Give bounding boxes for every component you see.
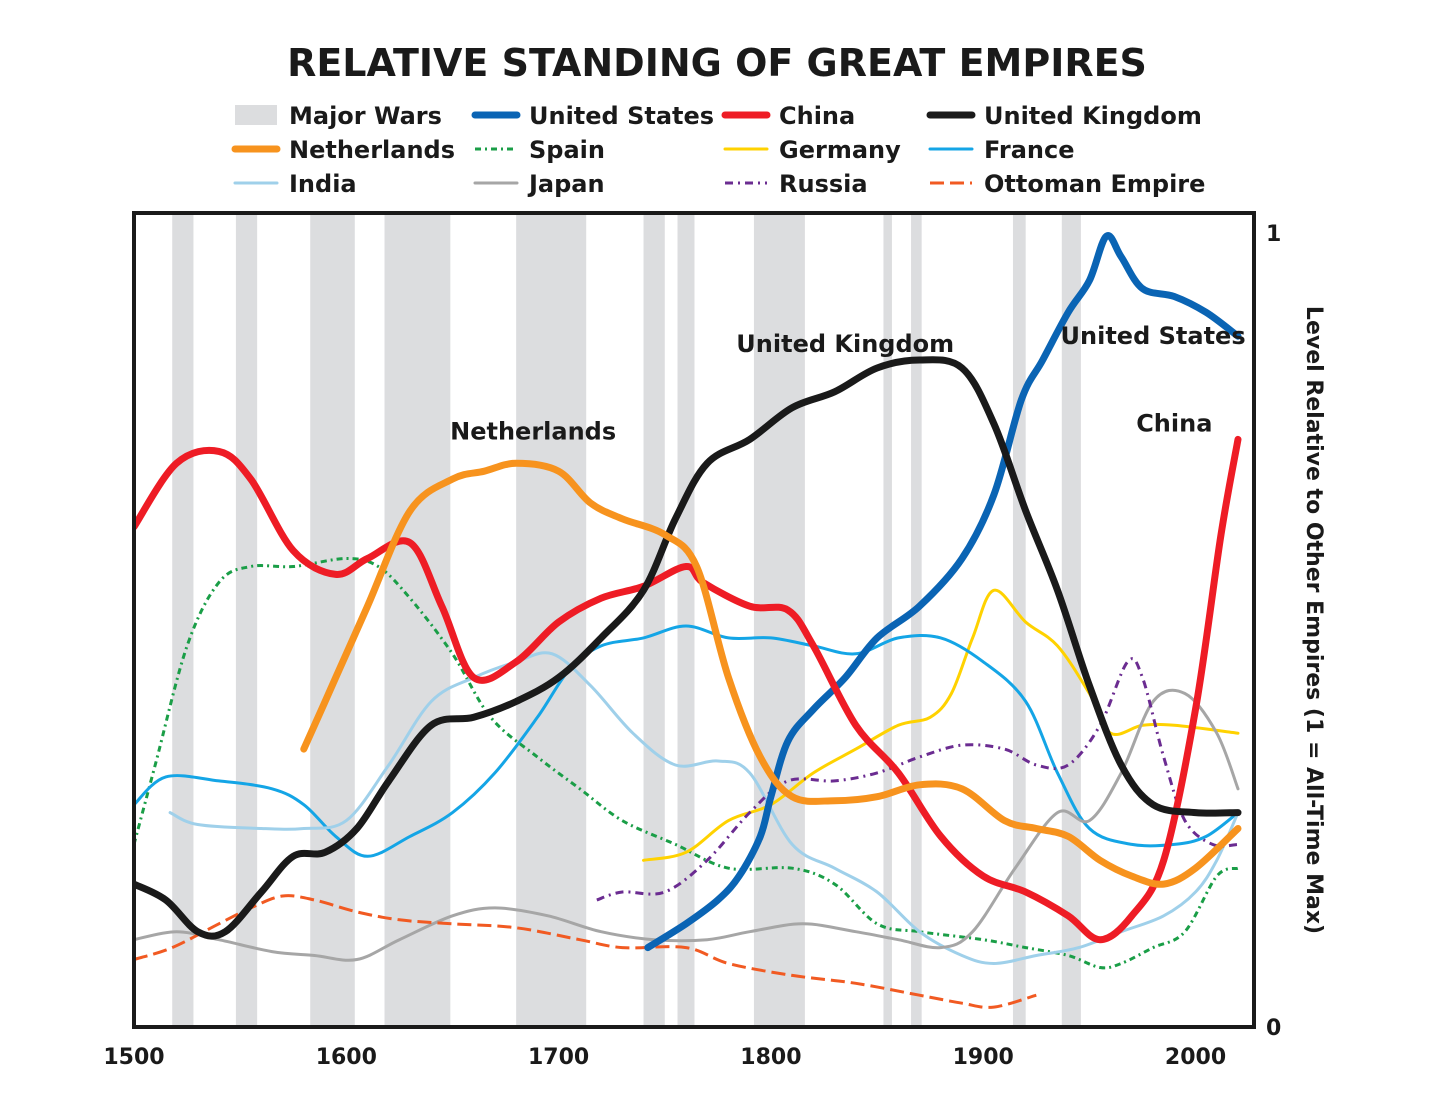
legend: Major Wars United States China United Kingd… — [231, 102, 1205, 198]
series-line-netherlands — [300, 459, 1242, 888]
x-tick-1600: 1600 — [316, 1045, 377, 1070]
war-band-1548-1558 — [235, 215, 258, 1025]
legend-item-russia: Russia — [725, 170, 868, 198]
legend-item-netherlands: Netherlands — [231, 136, 455, 164]
annotation-netherlands: Netherlands — [450, 417, 616, 445]
war-band-1680-1713 — [516, 215, 587, 1025]
legend-label-india: India — [289, 170, 357, 198]
series-line-germany — [642, 588, 1240, 862]
y-tick-1: 1 — [1266, 222, 1281, 247]
war-band-1853-1857 — [883, 215, 892, 1025]
x-axis: 1500 1600 1700 1800 1900 2000 — [103, 1045, 1226, 1070]
annotation-china: China — [1136, 410, 1212, 438]
series-line-ottoman-empire — [134, 894, 1037, 1009]
series-line-france — [134, 624, 1240, 858]
plot-frame — [132, 211, 1256, 1029]
series-line-united-kingdom — [134, 356, 1242, 940]
series-line-spain — [134, 557, 1239, 970]
war-band-1740-1750 — [643, 215, 665, 1025]
legend-item-germany: Germany — [723, 136, 901, 164]
series-lines — [134, 232, 1242, 1009]
legend-label-germany: Germany — [779, 136, 901, 164]
y-tick-0: 0 — [1266, 1016, 1281, 1041]
legend-label-japan: Japan — [527, 170, 605, 198]
annotation-united-kingdom: United Kingdom — [736, 330, 954, 358]
war-band-1618-1649 — [384, 215, 451, 1025]
legend-swatch-major-wars — [235, 105, 277, 125]
legend-item-united-kingdom: United Kingdom — [926, 102, 1202, 130]
legend-item-major-wars: Major Wars — [235, 102, 442, 130]
legend-item-spain: Spain — [475, 136, 605, 164]
annotation-united-states: United States — [1061, 322, 1246, 350]
x-tick-1800: 1800 — [740, 1045, 801, 1070]
legend-item-united-states: United States — [471, 102, 714, 130]
legend-label-china: China — [779, 102, 855, 130]
war-band-1583-1604 — [310, 215, 355, 1025]
war-band-1756-1764 — [677, 215, 695, 1025]
legend-item-japan: Japan — [473, 170, 605, 198]
legend-item-china: China — [721, 102, 855, 130]
series-line-russia — [596, 657, 1239, 902]
legend-item-india: India — [233, 170, 357, 198]
legend-item-ottoman-empire: Ottoman Empire — [930, 170, 1205, 198]
series-line-china — [134, 435, 1242, 944]
legend-item-france: France — [928, 136, 1074, 164]
legend-label-united-states: United States — [529, 102, 714, 130]
legend-label-spain: Spain — [529, 136, 605, 164]
chart-title: RELATIVE STANDING OF GREAT EMPIRES — [287, 41, 1147, 85]
legend-label-russia: Russia — [779, 170, 868, 198]
y-axis-label: Level Relative to Other Empires (1 = All… — [1301, 306, 1326, 934]
x-tick-1700: 1700 — [528, 1045, 589, 1070]
legend-label-france: France — [984, 136, 1074, 164]
y-axis: 01 — [1266, 222, 1281, 1041]
legend-label-united-kingdom: United Kingdom — [984, 102, 1202, 130]
war-band-1866-1871 — [911, 215, 922, 1025]
series-line-japan — [134, 688, 1240, 962]
legend-label-ottoman-empire: Ottoman Empire — [984, 170, 1205, 198]
x-tick-1500: 1500 — [103, 1045, 164, 1070]
legend-label-major-wars: Major Wars — [289, 102, 442, 130]
series-line-united-states — [644, 232, 1242, 952]
war-band-1518-1528 — [172, 215, 194, 1025]
annotations: Netherlands United Kingdom United States Ch… — [450, 322, 1245, 445]
legend-label-netherlands: Netherlands — [289, 136, 455, 164]
x-tick-1900: 1900 — [953, 1045, 1014, 1070]
x-tick-2000: 2000 — [1165, 1045, 1226, 1070]
major-wars-bands — [172, 215, 1081, 1025]
